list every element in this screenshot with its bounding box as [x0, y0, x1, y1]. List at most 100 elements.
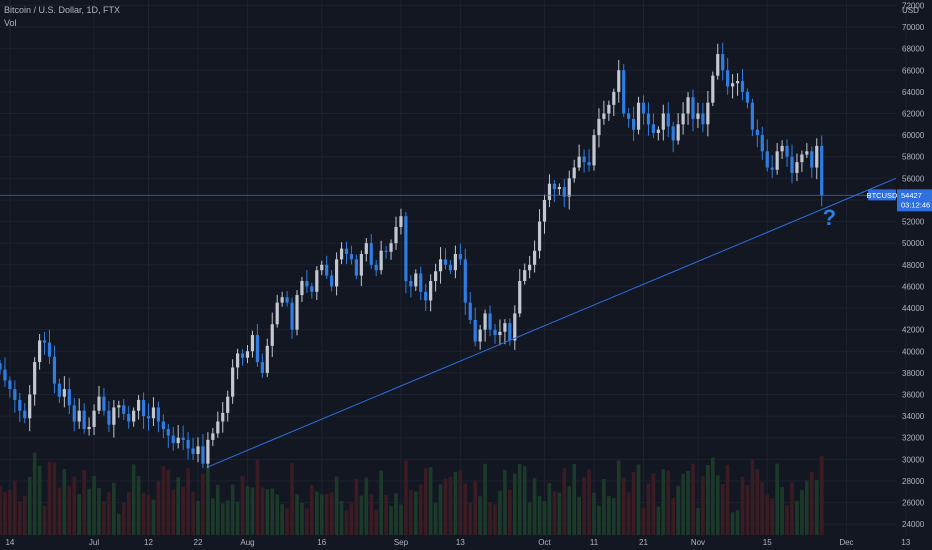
candle-body — [310, 286, 314, 292]
candle-body — [587, 162, 591, 166]
volume-bar — [819, 456, 824, 535]
volume-bar — [587, 469, 591, 535]
volume-bar — [508, 489, 512, 535]
volume-bar — [478, 496, 482, 535]
candle-body — [62, 389, 66, 397]
volume-label[interactable]: Vol — [4, 18, 17, 28]
candle-body — [607, 104, 611, 114]
volume-bar — [211, 498, 215, 535]
volume-bar — [295, 494, 299, 535]
volume-bar — [220, 503, 225, 535]
price-tick-label: 34000 — [902, 412, 925, 421]
volume-bar — [87, 488, 91, 535]
volume-bar — [305, 508, 309, 535]
candle-body — [790, 156, 794, 173]
candle-body — [146, 416, 151, 419]
volume-bar — [250, 487, 255, 535]
candle-body — [562, 186, 566, 197]
volume-bar — [310, 484, 314, 535]
volume-bar — [552, 491, 557, 535]
volume-bar — [631, 472, 636, 535]
volume-bar — [32, 452, 37, 535]
candle-body — [201, 446, 205, 464]
time-axis[interactable]: 14 Jul 12 22 Aug 16 Sep 13 Oct 11 21 Nov 15 Dec 13 — [5, 538, 910, 547]
volume-bar — [805, 480, 809, 535]
candle-body — [240, 353, 245, 358]
candle-body — [255, 335, 259, 363]
price-axis[interactable]: 24000 26000 28000 30000 32000 34000 36000 38000… — [902, 1, 925, 529]
candle-body — [156, 407, 160, 422]
volume-bar — [706, 464, 710, 535]
volume-bar — [62, 468, 67, 535]
candle-body — [463, 259, 467, 303]
candle-body — [597, 118, 601, 136]
volume-bar — [547, 483, 552, 535]
candle-body — [394, 226, 398, 244]
time-tick-label: Nov — [691, 538, 705, 547]
candle-body — [231, 367, 235, 397]
volume-bar — [770, 498, 774, 535]
time-tick-label: 13 — [901, 538, 910, 547]
volume-bar — [225, 500, 230, 535]
candle-body — [226, 396, 230, 413]
volume-bar — [696, 508, 700, 535]
volume-bar — [671, 498, 675, 535]
candle-body — [745, 91, 750, 103]
candle-body — [701, 113, 705, 125]
volume-bar — [27, 476, 32, 535]
price-tick-label: 42000 — [902, 326, 925, 335]
volume-bar — [636, 464, 641, 535]
volume-bar — [557, 492, 562, 535]
volume-bar — [418, 484, 423, 535]
candle-body — [443, 259, 448, 265]
volume-bar — [602, 478, 606, 535]
volume-bar — [141, 492, 146, 535]
candle-body — [478, 329, 482, 342]
candle-body — [429, 281, 433, 301]
price-tick-label: 66000 — [902, 66, 925, 75]
candle-body — [646, 113, 651, 125]
candle-body — [542, 199, 547, 222]
volume-bar — [265, 489, 270, 535]
last-price-value: 54427 — [901, 191, 922, 200]
volume-bar — [542, 501, 547, 535]
volume-bar — [92, 475, 96, 535]
price-tick-label: 32000 — [902, 434, 925, 443]
drawn-lines — [0, 177, 897, 468]
question-mark-annotation: ? — [823, 205, 836, 230]
candle-body — [740, 81, 745, 92]
candle-body — [523, 270, 527, 282]
price-tick-label: 26000 — [902, 499, 925, 508]
volume-bar — [641, 507, 646, 535]
volume-bar — [488, 502, 492, 535]
price-tick-label: 72000 — [902, 1, 925, 10]
candle-body — [533, 250, 537, 265]
volume-bar — [468, 502, 473, 535]
candle-body — [760, 135, 764, 152]
candle-body — [488, 313, 492, 330]
candle-body — [498, 331, 502, 336]
volume-bar — [339, 500, 344, 535]
candle-body — [122, 405, 126, 414]
price-tick-label: 30000 — [902, 455, 925, 464]
price-tick-label: 68000 — [902, 45, 925, 54]
candle-body — [295, 295, 299, 330]
candle-body — [696, 113, 700, 119]
candle-body — [765, 151, 769, 168]
symbol-title[interactable]: Bitcoin / U.S. Dollar, 1D, FTX — [4, 5, 121, 15]
volume-bar — [57, 487, 62, 535]
volume-bar — [37, 465, 42, 535]
candle-body — [161, 421, 165, 430]
candle-body — [800, 154, 804, 163]
volume-bar — [206, 465, 210, 535]
volume-bar — [399, 504, 403, 535]
symbol-tag-text: BTCUSD — [867, 191, 898, 200]
candle-body — [245, 351, 250, 358]
volume-bar — [394, 493, 398, 535]
candle-body — [622, 70, 626, 114]
volume-bar — [102, 500, 106, 535]
candle-body — [141, 399, 146, 417]
volume-bar — [161, 466, 166, 535]
